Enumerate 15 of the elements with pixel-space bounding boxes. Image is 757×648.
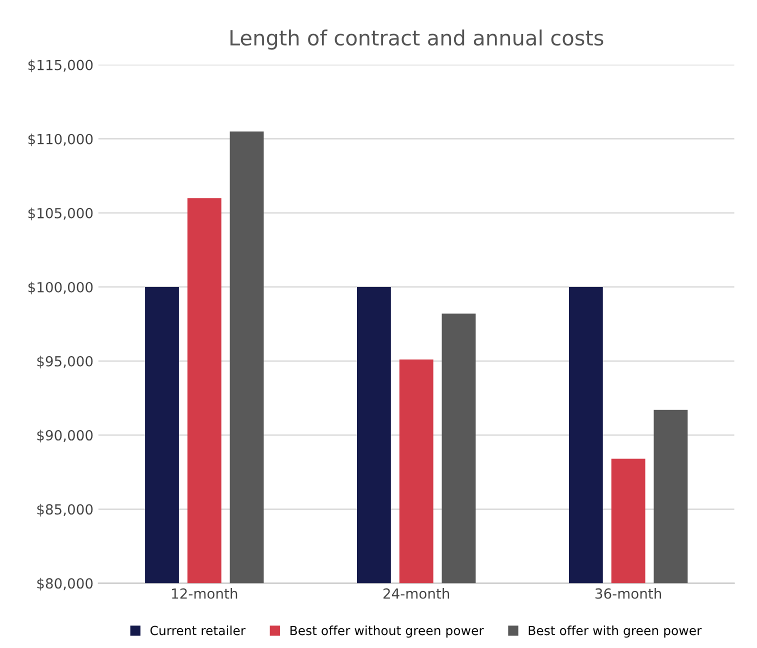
y-tick-label: $105,000 [28,208,93,220]
chart-title: Length of contract and annual costs [230,30,604,50]
y-tick-label: $115,000 [28,60,93,72]
y-tick-label: $100,000 [28,282,93,294]
y-tick-label: $85,000 [37,504,93,516]
y-tick-label: $90,000 [37,430,93,442]
y-tick-label: $95,000 [37,356,93,368]
legend-label: Current retailer [150,626,246,636]
y-tick-label: $110,000 [28,134,93,146]
x-tick-label: 36-month [595,588,662,599]
y-tick-label: $80,000 [37,578,93,591]
legend-label: Best offer with green power [528,626,702,638]
x-tick-label: 24-month [383,588,450,599]
x-tick-label: 12-month [172,588,238,599]
legend-label: Best offer without green power [290,626,484,638]
